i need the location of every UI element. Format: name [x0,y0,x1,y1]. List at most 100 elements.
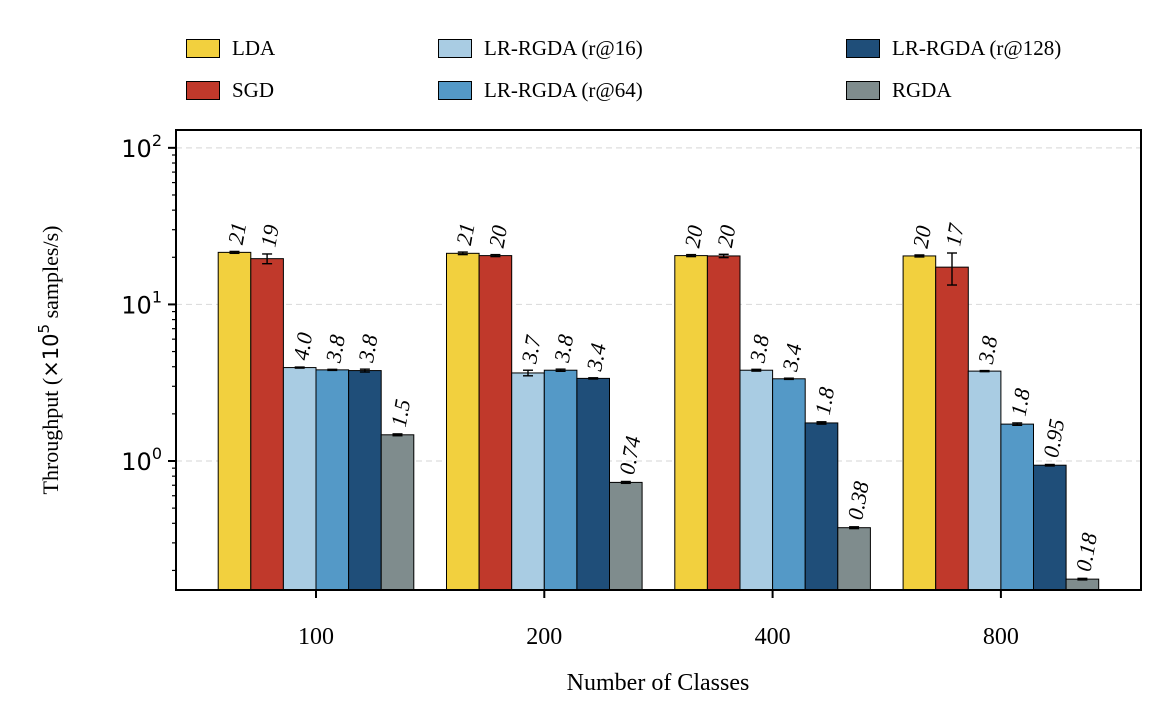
bar-100-LR-RGDA (r@16) [282,367,317,591]
bar-100-SGD [250,258,284,591]
y-tick-exponent: 2 [152,131,162,150]
error-bar-400-LDA [686,253,697,258]
legend-swatch [186,39,220,58]
error-bar-200-SGD [490,253,501,258]
bar-800-SGD [935,266,969,591]
error-bar-100-LDA [229,250,240,255]
bar-100-LDA [217,251,252,591]
plot-frame [175,129,1142,591]
bar-800-LR-RGDA (r@128) [1033,464,1067,591]
value-label-400-SGD: 20 [712,223,740,249]
error-bar-400-LR-RGDA (r@16) [751,368,762,372]
legend-swatch [846,81,880,100]
value-label-100-RGDA: 1.5 [386,397,415,428]
value-label-800-LR-RGDA (r@64): 1.8 [1006,386,1035,417]
value-label-800-LDA: 20 [908,224,936,250]
x-tick-label-800: 800 [983,624,1019,650]
error-bar-800-LR-RGDA (r@64) [1012,422,1023,427]
legend-label: LR-RGDA (r@16) [484,36,643,60]
bar-800-RGDA [1065,578,1100,591]
error-bar-800-LDA [914,254,925,258]
legend-item-LR-RGDA (r@128): LR-RGDA (r@128) [846,36,1061,61]
value-label-100-SGD: 19 [255,223,283,249]
y-tick-base: 10 [121,291,152,319]
value-label-100-LR-RGDA (r@16): 4.0 [288,331,317,362]
bar-200-RGDA [609,481,643,591]
y-axis-label-times: ×10 [39,333,63,377]
y-axis-label: Throughput (×105 samples/s) [35,226,63,495]
y-tick-label-1: 101 [121,287,162,319]
bar-200-LDA [446,252,480,591]
y-tick-base: 10 [121,448,152,476]
bar-400-SGD [706,255,741,591]
error-bar-400-LR-RGDA (r@64) [783,377,794,381]
value-label-800-RGDA: 0.18 [1071,531,1102,573]
bar-400-LR-RGDA (r@64) [772,378,806,591]
bar-200-SGD [478,255,513,591]
bar-800-LR-RGDA (r@16) [967,370,1002,591]
bar-400-RGDA [837,527,871,591]
value-label-100-LR-RGDA (r@128): 3.8 [353,333,383,365]
bar-200-LR-RGDA (r@64) [543,369,578,591]
x-axis: 100 200 400 800 [298,590,1019,650]
value-label-800-LR-RGDA (r@128): 0.95 [1038,417,1069,459]
legend-label: RGDA [892,78,952,102]
x-tick-label-200: 200 [526,624,562,650]
value-label-200-LR-RGDA (r@128): 3.4 [581,341,611,373]
value-label-800-LR-RGDA (r@16): 3.8 [973,334,1003,366]
y-tick-exponent: 0 [152,444,162,463]
error-bar-800-RGDA [1077,577,1088,581]
bar-100-RGDA [380,434,415,591]
x-axis-label: Number of Classes [567,670,750,696]
error-bar-100-SGD [262,253,273,265]
x-tick-label-400: 400 [755,624,791,650]
error-bar-200-LR-RGDA (r@64) [555,368,566,372]
value-label-200-LR-RGDA (r@16): 3.7 [516,333,546,366]
y-tick-base: 10 [121,135,152,163]
bar-800-LR-RGDA (r@64) [1000,423,1035,591]
error-bars-group [229,250,1088,581]
value-label-400-LR-RGDA (r@16): 3.8 [744,333,774,365]
error-bar-800-LR-RGDA (r@16) [979,369,990,373]
y-tick-label-0: 100 [121,444,162,476]
error-bar-100-LR-RGDA (r@128) [359,368,370,373]
y-axis-label-suffix: samples/s) [38,226,63,324]
legend-item-LR-RGDA (r@16): LR-RGDA (r@16) [438,36,643,61]
y-axis-label-exponent: 5 [35,324,53,334]
error-bar-200-LR-RGDA (r@16) [523,369,533,377]
error-bar-200-RGDA [620,480,631,485]
bar-200-LR-RGDA (r@128) [576,377,611,591]
y-axis-label-prefix: Throughput ( [38,378,63,495]
bar-400-LR-RGDA (r@128) [804,422,839,591]
value-label-400-RGDA: 0.38 [842,479,873,521]
error-bar-800-SGD [947,252,957,286]
value-label-400-LR-RGDA (r@64): 3.4 [777,342,807,374]
legend-label: LR-RGDA (r@128) [892,36,1062,60]
value-label-200-SGD: 20 [484,223,512,249]
error-bar-200-LDA [457,251,468,256]
legend-item-LDA: LDA [186,36,275,61]
value-label-100-LR-RGDA (r@64): 3.8 [320,333,350,365]
legend-label: SGD [232,78,275,102]
error-bar-400-SGD [718,253,729,259]
x-tick-label-100: 100 [298,624,334,650]
bar-400-LR-RGDA (r@16) [739,369,774,591]
error-bar-800-LR-RGDA (r@128) [1044,463,1055,467]
value-label-100-LDA: 21 [223,220,251,246]
error-bar-400-RGDA [849,526,860,530]
legend-label: LDA [232,36,276,60]
value-label-400-LDA: 20 [679,223,707,249]
error-bar-200-LR-RGDA (r@128) [588,377,599,380]
value-label-200-LDA: 21 [451,221,479,247]
legend-item-SGD: SGD [186,78,274,103]
error-bar-100-RGDA [392,433,403,437]
legend: LDA SGD LR-RGDA (r@16) LR-RGDA (r@64) LR-RGD… [186,36,1146,116]
legend-swatch [846,39,880,58]
bar-400-LDA [674,255,708,591]
value-label-400-LR-RGDA (r@128): 1.8 [810,385,839,416]
value-label-800-SGD: 17 [940,221,969,248]
legend-swatch [186,81,220,100]
